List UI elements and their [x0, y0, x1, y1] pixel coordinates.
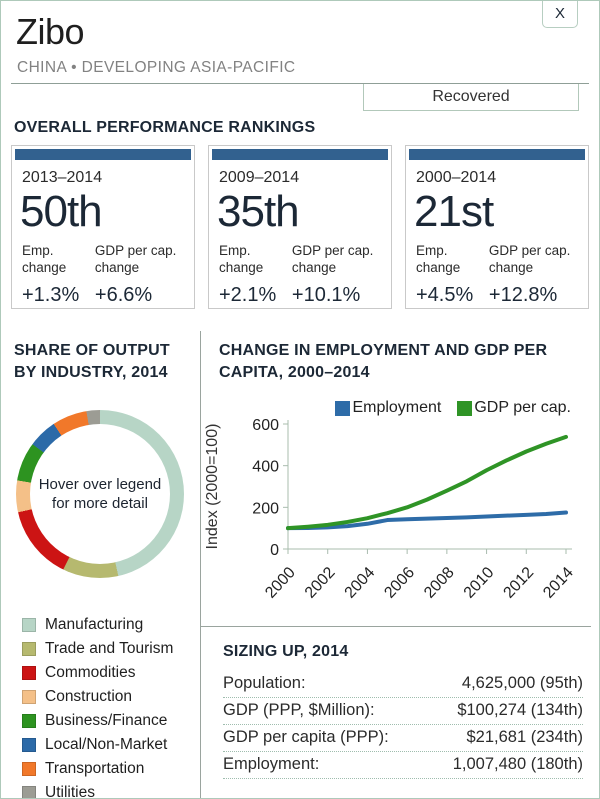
table-row-population: Population: 4,625,000 (95th) — [223, 671, 583, 698]
utilities-swatch-icon — [22, 786, 36, 798]
ranking-card-2009-2014: 2009–2014 35th Emp. change +2.1% GDP per… — [208, 145, 392, 309]
card-accent-bar — [212, 149, 388, 160]
svg-text:2006: 2006 — [381, 564, 418, 602]
employment-swatch-icon — [335, 400, 351, 416]
trend-chart-legend: Employment GDP per cap. — [335, 399, 571, 417]
donut-hole — [30, 424, 170, 564]
svg-text:600: 600 — [252, 417, 279, 434]
card-rank: 35th — [217, 187, 300, 236]
gdp-change-label: GDP per cap. change — [291, 242, 374, 276]
legend-item-commodities[interactable]: Commodities — [22, 664, 173, 682]
industry-chart-heading: SHARE OF OUTPUT BY INDUSTRY, 2014 — [14, 342, 170, 382]
industry-legend: Manufacturing Trade and Tourism Commodit… — [22, 616, 173, 798]
card-period: 2013–2014 — [22, 169, 103, 186]
svg-text:2014: 2014 — [540, 564, 577, 602]
legend-item-trade-tourism[interactable]: Trade and Tourism — [22, 640, 173, 658]
rankings-heading: OVERALL PERFORMANCE RANKINGS — [14, 119, 316, 136]
legend-item-local-non-market[interactable]: Local/Non-Market — [22, 736, 173, 754]
legend-item-transportation[interactable]: Transportation — [22, 760, 173, 778]
trade-tourism-swatch-icon — [22, 642, 36, 656]
gdp-change-value: +6.6% — [94, 283, 153, 306]
svg-text:2012: 2012 — [501, 564, 538, 602]
sizing-up-heading: SIZING UP, 2014 — [223, 643, 349, 660]
svg-text:200: 200 — [252, 500, 279, 517]
card-period: 2009–2014 — [219, 169, 300, 186]
trend-column: CHANGE IN EMPLOYMENT AND GDP PER CAPITA,… — [201, 331, 599, 798]
industry-donut-chart: Hover over legend for more detail — [16, 410, 184, 578]
gdp-change-value: +10.1% — [291, 283, 361, 306]
legend-item-gdp-per-cap: GDP per cap. — [457, 399, 571, 417]
legend-item-employment: Employment — [335, 399, 441, 417]
legend-item-manufacturing[interactable]: Manufacturing — [22, 616, 173, 634]
trend-chart-heading: CHANGE IN EMPLOYMENT AND GDP PER CAPITA,… — [219, 342, 548, 382]
employment-gdp-line-chart: 0 200 400 600 2000 2002 2004 2006 2008 2010 2012 20… — [204, 417, 577, 602]
emp-change-label: Emp. change — [219, 242, 264, 276]
svg-text:2000: 2000 — [262, 564, 299, 602]
card-rank: 50th — [20, 187, 103, 236]
svg-text:0: 0 — [270, 542, 279, 559]
emp-change-value: +2.1% — [219, 283, 277, 306]
ranking-card-2013-2014: 2013–2014 50th Emp. change +1.3% GDP per… — [11, 145, 195, 309]
svg-text:2008: 2008 — [421, 564, 458, 602]
close-button[interactable]: X — [542, 1, 578, 28]
svg-text:400: 400 — [252, 459, 279, 476]
table-row-employment: Employment: 1,007,480 (180th) — [223, 752, 583, 779]
recovered-status-button[interactable]: Recovered — [363, 84, 579, 111]
gdp-change-label: GDP per cap. change — [94, 242, 177, 276]
header-divider — [11, 83, 589, 84]
legend-item-business-finance[interactable]: Business/Finance — [22, 712, 173, 730]
svg-text:2010: 2010 — [461, 564, 498, 602]
legend-item-construction[interactable]: Construction — [22, 688, 173, 706]
table-row-gdp: GDP (PPP, $Million): $100,274 (134th) — [223, 698, 583, 725]
svg-text:Index (2000=100): Index (2000=100) — [204, 424, 221, 550]
construction-swatch-icon — [22, 690, 36, 704]
emp-change-value: +1.3% — [22, 283, 80, 306]
table-row-gdp-per-capita: GDP per capita (PPP): $21,681 (234th) — [223, 725, 583, 752]
business-finance-swatch-icon — [22, 714, 36, 728]
svg-text:2002: 2002 — [302, 564, 339, 602]
page-subtitle: CHINA • DEVELOPING ASIA-PACIFIC — [17, 59, 296, 76]
donut-hover-hint: Hover over legend for more detail — [38, 475, 162, 513]
manufacturing-swatch-icon — [22, 618, 36, 632]
commodities-swatch-icon — [22, 666, 36, 680]
card-rank: 21st — [414, 187, 494, 236]
emp-change-value: +4.5% — [416, 283, 474, 306]
emp-change-label: Emp. change — [416, 242, 461, 276]
page-title: Zibo — [16, 11, 85, 52]
ranking-card-2000-2014: 2000–2014 21st Emp. change +4.5% GDP per… — [405, 145, 589, 309]
gdp-change-label: GDP per cap. change — [488, 242, 571, 276]
legend-item-utilities[interactable]: Utilities — [22, 784, 173, 798]
svg-text:2004: 2004 — [342, 564, 379, 602]
card-period: 2000–2014 — [416, 169, 497, 186]
card-accent-bar — [409, 149, 585, 160]
gdp-change-value: +12.8% — [488, 283, 558, 306]
gdp-per-cap-swatch-icon — [457, 400, 473, 416]
sizing-up-section: SIZING UP, 2014 Population: 4,625,000 (9… — [201, 626, 591, 779]
card-accent-bar — [15, 149, 191, 160]
local-non-market-swatch-icon — [22, 738, 36, 752]
industry-column: SHARE OF OUTPUT BY INDUSTRY, 2014 Hover … — [1, 331, 201, 798]
ranking-cards: 2013–2014 50th Emp. change +1.3% GDP per… — [11, 145, 589, 309]
transportation-swatch-icon — [22, 762, 36, 776]
emp-change-label: Emp. change — [22, 242, 67, 276]
